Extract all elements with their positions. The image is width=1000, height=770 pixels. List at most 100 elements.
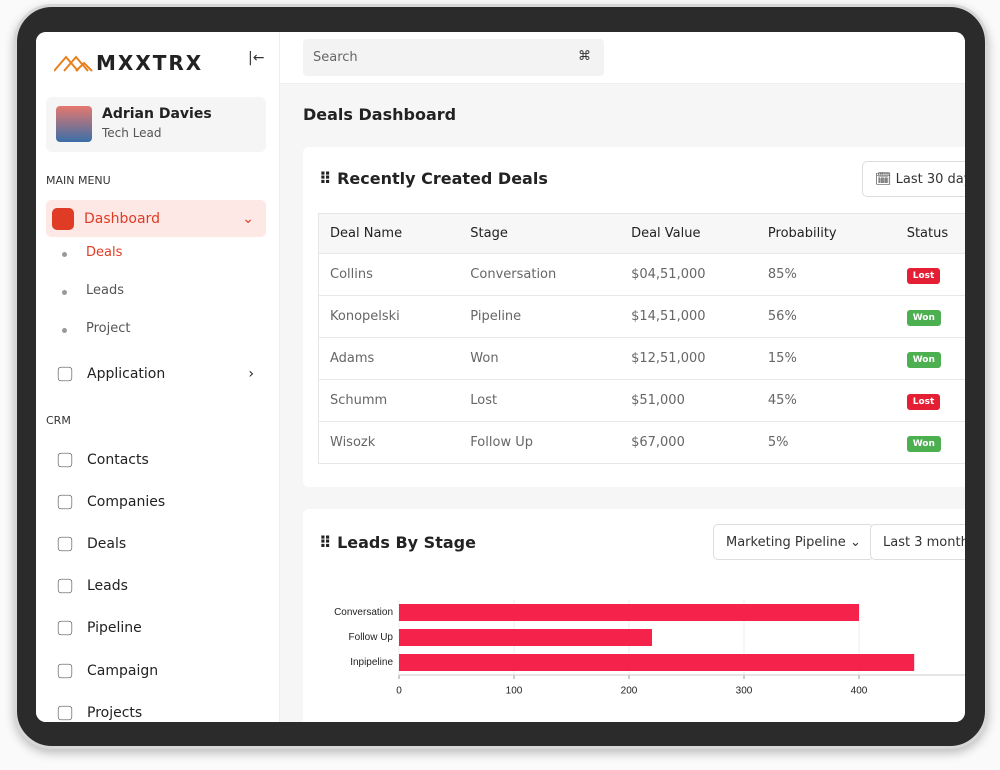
x-tick-label: 200 [621, 686, 638, 697]
user-name: Adrian Davies [102, 106, 212, 122]
card-title-text: Leads By Stage [337, 533, 476, 552]
search-shortcut: ⌘ [578, 49, 591, 64]
menu-item[interactable]: Leads [46, 568, 266, 605]
menu-item[interactable]: Companies [46, 483, 266, 520]
card-title-text: Recently Created Deals [337, 169, 548, 188]
menu-label: Dashboard [84, 210, 160, 227]
table-cell: Won [459, 337, 621, 380]
card-title: ⠿ Leads By Stage [319, 533, 476, 552]
y-tick-label: Conversation [334, 607, 393, 618]
submenu-item[interactable]: Deals [86, 245, 123, 260]
submenu-item[interactable]: Project [86, 321, 131, 336]
pipeline-filter[interactable]: Marketing Pipeline ⌄ [713, 524, 874, 560]
table-cell: Konopelski [318, 295, 460, 338]
menu-item[interactable]: Application › [46, 355, 266, 392]
table-cell: Adams [318, 337, 460, 380]
table-cell: Pipeline [459, 295, 621, 338]
menu-label: Projects [87, 704, 143, 721]
menu-label: Deals [87, 535, 127, 552]
menu-item-active[interactable]: Dashboard ⌄ [46, 200, 266, 237]
menu-heading: MAIN MENU [46, 174, 111, 187]
menu-label: Contacts [87, 451, 149, 468]
menu-item[interactable]: Campaign [46, 652, 266, 689]
card-title: ⠿ Recently Created Deals [319, 169, 548, 188]
leads-chart: 0 100 200 300 400 Conversation Follow Up Inpipe… [334, 600, 965, 697]
table-cell: Wisozk [318, 421, 460, 464]
menu-item[interactable]: Pipeline [46, 610, 266, 647]
table-row: Collins Conversation $04,51,000 85% Lost [318, 253, 965, 296]
table-cell: 45% [756, 379, 896, 422]
table-cell: Schumm [318, 379, 460, 422]
user-role: Tech Lead [102, 126, 162, 140]
user-card[interactable]: Adrian Davies Tech Lead [46, 97, 266, 152]
table-cell: $51,000 [620, 379, 757, 422]
search-placeholder: Search [313, 50, 358, 65]
x-tick-label: 300 [736, 686, 753, 697]
icon [57, 452, 73, 467]
icon [57, 536, 73, 552]
deals-card: ⠿ Recently Created Deals 🗓 Last 30 days … [303, 147, 965, 487]
y-tick-label: Inpipeline [350, 657, 393, 668]
status-badge: Won [906, 310, 941, 326]
avatar [56, 106, 92, 142]
table-cell: Collins [318, 253, 460, 296]
bar [399, 654, 915, 671]
menu-heading: CRM [46, 414, 71, 427]
menu-label: Application [87, 365, 166, 382]
table-cell: 15% [756, 337, 896, 380]
table-cell: Lost [895, 379, 965, 422]
icon [57, 366, 73, 381]
menu-item[interactable]: Deals [46, 525, 266, 562]
collapse-button[interactable]: |← [248, 50, 265, 66]
tree-dot [62, 290, 67, 295]
tree-dot [62, 328, 67, 333]
table-cell: $04,51,000 [620, 253, 757, 296]
table-cell: Conversation [459, 253, 621, 296]
filter-label: Last 3 months [883, 534, 965, 550]
menu-item[interactable]: Projects [46, 694, 266, 722]
icon [57, 621, 73, 636]
table-row: Wisozk Follow Up $67,000 5% Won [318, 421, 965, 464]
page-title: Deals Dashboard [303, 105, 457, 124]
table-cell: 85% [756, 253, 896, 296]
icon [57, 494, 73, 509]
column-header: Deal Name [318, 213, 460, 254]
bar [399, 604, 859, 621]
search-box[interactable]: Search ⌘ [303, 39, 604, 76]
period-filter[interactable]: Last 3 months [870, 524, 965, 560]
status-badge: Won [906, 436, 941, 452]
topbar: Search ⌘ [280, 32, 965, 84]
table-cell: $67,000 [620, 421, 757, 464]
date-filter[interactable]: 🗓 Last 30 days [862, 161, 965, 197]
table-row: Schumm Lost $51,000 45% Lost [318, 379, 965, 422]
column-header: Status [895, 213, 965, 254]
menu-label: Campaign [87, 662, 159, 679]
column-header: Stage [459, 213, 621, 254]
chevron: ⌄ [242, 210, 254, 227]
icon [57, 578, 73, 594]
table-cell: 56% [756, 295, 896, 338]
table-cell: Won [895, 337, 965, 380]
menu-item[interactable]: Contacts [46, 441, 266, 478]
chevron: › [248, 365, 254, 382]
table-cell: 5% [756, 421, 896, 464]
x-tick-label: 100 [506, 686, 523, 697]
tree-dot [62, 252, 67, 257]
column-header: Deal Value [620, 213, 757, 254]
icon [52, 207, 74, 230]
menu-label: Pipeline [87, 620, 142, 637]
x-tick-label: 0 [396, 686, 402, 697]
menu-label: Leads [87, 578, 128, 595]
filter-label: Marketing Pipeline [726, 534, 846, 550]
table-row: Konopelski Pipeline $14,51,000 56% Won [318, 295, 965, 338]
bar [399, 629, 652, 646]
menu-label: Companies [87, 493, 166, 510]
submenu-item[interactable]: Leads [86, 283, 125, 298]
sidebar: MXXTRX |← Adrian Davies Tech Lead MAIN M… [36, 32, 280, 722]
table-cell: Won [895, 295, 965, 338]
status-badge: Won [906, 352, 941, 368]
filter-label: Last 30 days [895, 171, 965, 187]
status-badge: Lost [906, 394, 941, 410]
table-cell: Won [895, 421, 965, 464]
